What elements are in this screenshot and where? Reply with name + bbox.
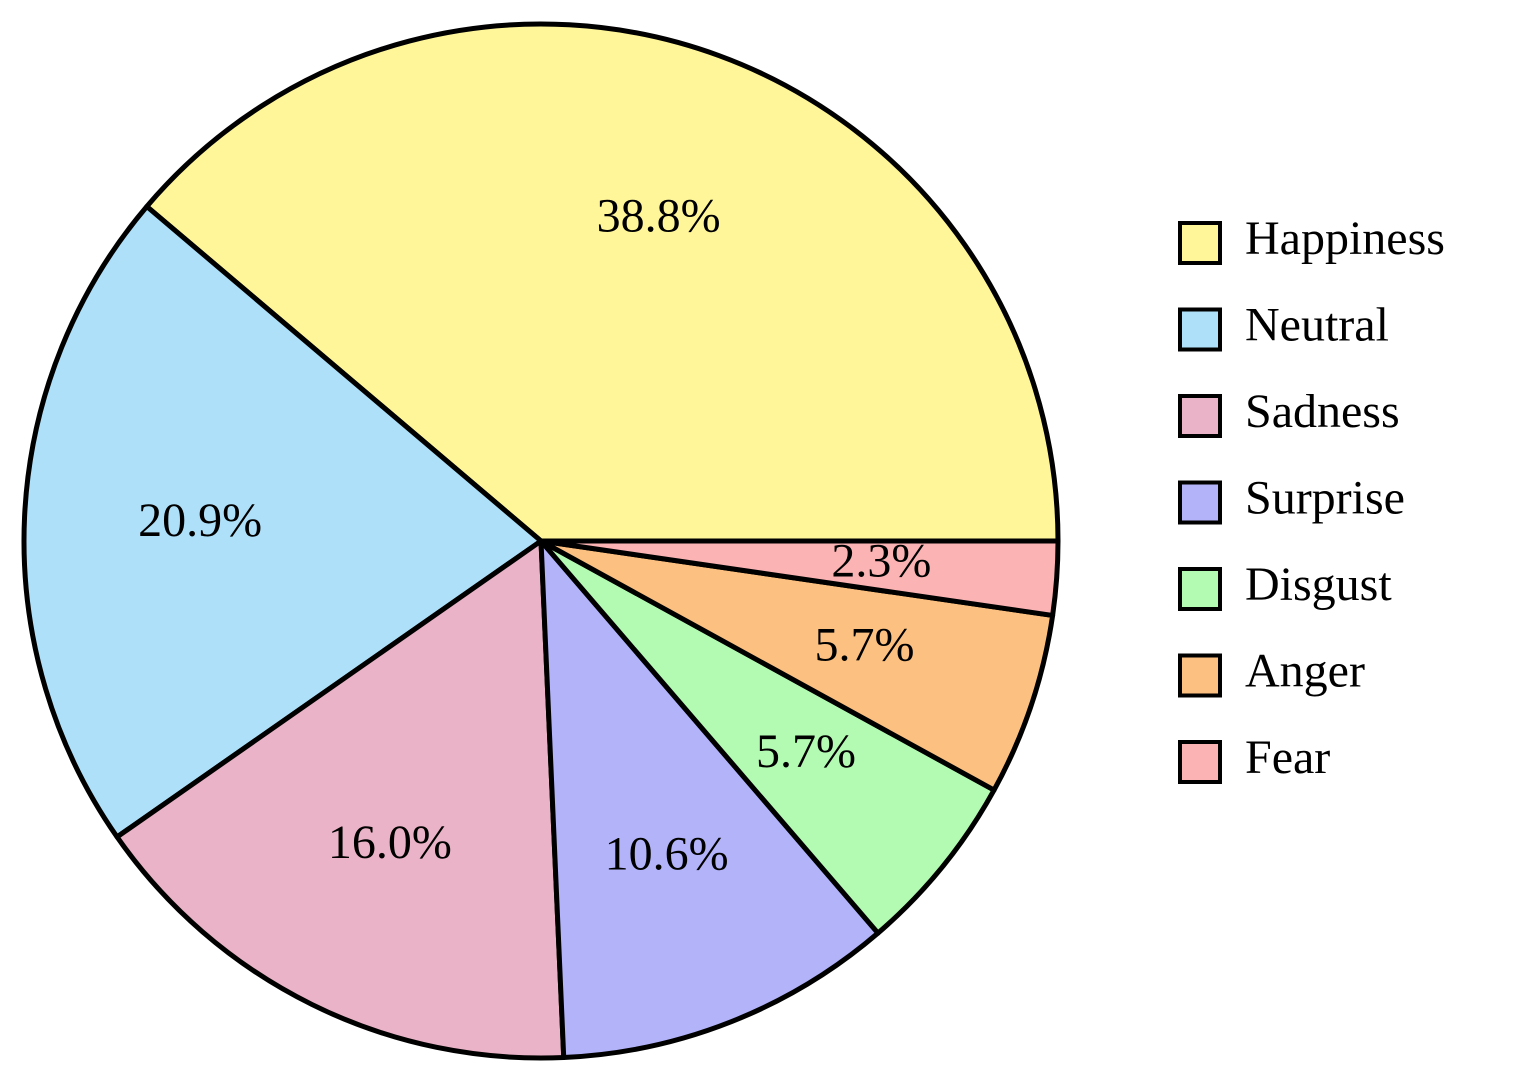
legend-label: Neutral bbox=[1245, 299, 1389, 352]
legend-swatch bbox=[1178, 394, 1222, 438]
value-label: 16.0% bbox=[328, 816, 452, 869]
value-label: 10.6% bbox=[605, 827, 729, 880]
pie-slice bbox=[114, 538, 567, 1061]
pie-slice bbox=[538, 538, 1056, 793]
value-label: 5.7% bbox=[815, 619, 915, 672]
legend-swatch bbox=[1178, 307, 1222, 352]
legend-label: Disgust bbox=[1245, 558, 1392, 611]
pie-slice bbox=[538, 538, 1061, 618]
pie-slice bbox=[538, 538, 881, 1060]
legend-swatch bbox=[1178, 653, 1222, 698]
legend-swatch bbox=[1178, 480, 1222, 525]
pie-slice bbox=[21, 203, 544, 840]
pie-slice bbox=[144, 21, 1061, 544]
legend-swatch bbox=[1178, 740, 1222, 784]
pie-slice bbox=[538, 538, 997, 936]
legend-label: Sadness bbox=[1245, 385, 1400, 438]
legend-swatch bbox=[1178, 567, 1222, 611]
value-label: 2.3% bbox=[831, 535, 931, 588]
legend-label: Anger bbox=[1245, 645, 1365, 698]
value-label: 38.8% bbox=[597, 190, 721, 243]
legend-label: Happiness bbox=[1245, 212, 1445, 265]
legend-swatch bbox=[1178, 221, 1222, 265]
legend-label: Surprise bbox=[1245, 472, 1405, 525]
value-label: 20.9% bbox=[138, 494, 262, 547]
value-label: 5.7% bbox=[756, 725, 856, 778]
legend-label: Fear bbox=[1245, 731, 1330, 784]
